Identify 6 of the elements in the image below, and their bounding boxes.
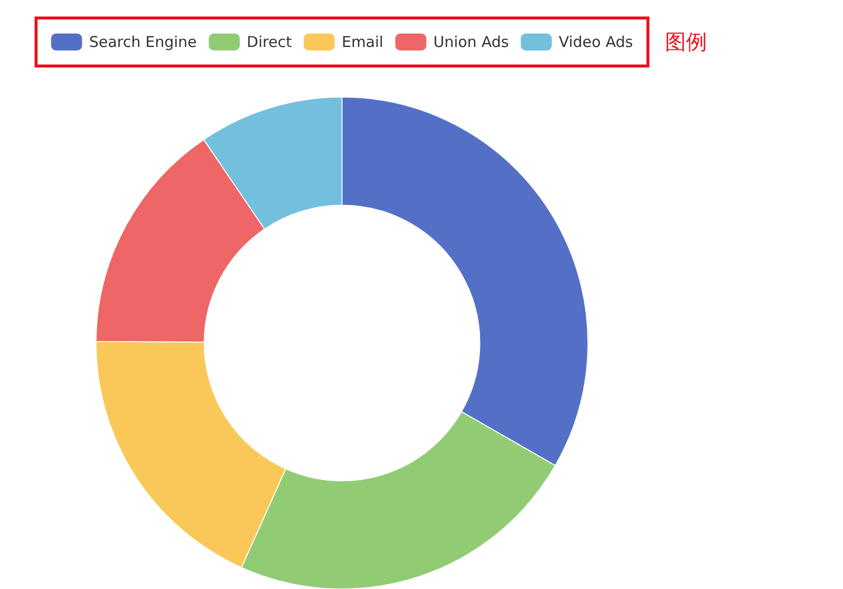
legend-label: Email [342, 33, 384, 51]
legend-label: Direct [246, 33, 292, 51]
legend-label: Video Ads [558, 33, 634, 51]
legend-label: Search Engine [89, 33, 197, 51]
text: 图例 [664, 30, 707, 54]
legend-label: Union Ads [433, 33, 509, 51]
